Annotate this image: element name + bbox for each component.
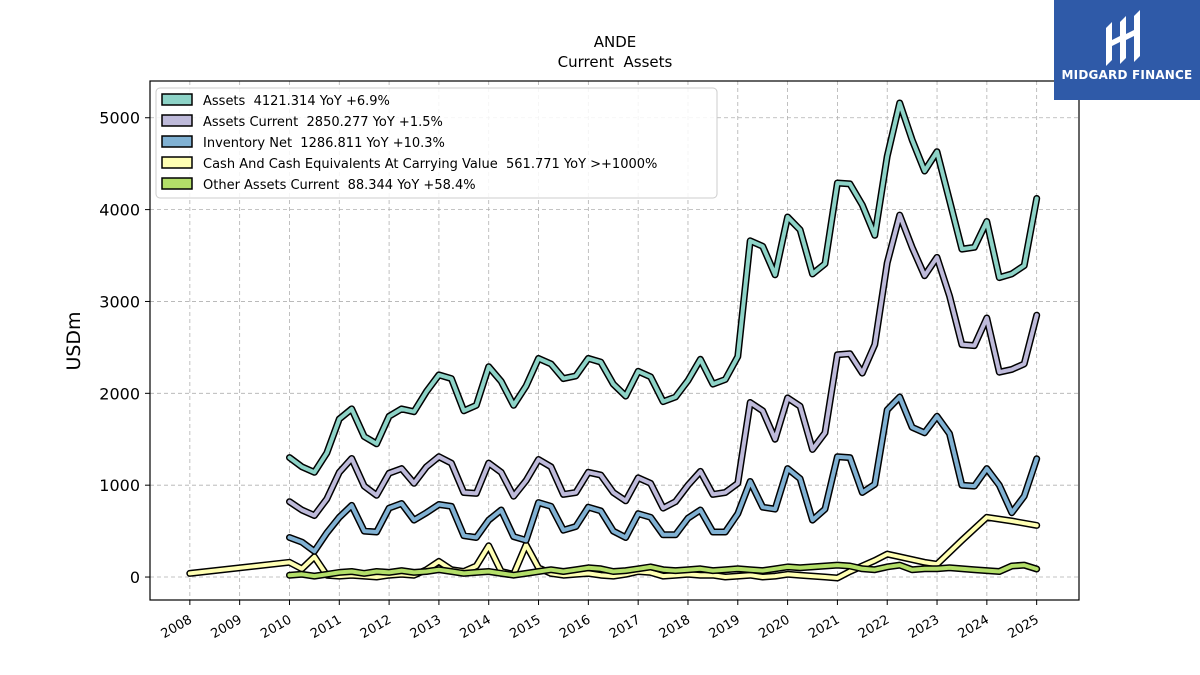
y-axis-label: USDm: [63, 311, 85, 370]
chart-subtitle: Current Assets: [558, 53, 673, 71]
y-tick-label: 3000: [99, 292, 140, 311]
chart-title: ANDE: [594, 33, 637, 51]
x-tick-label: 2011: [308, 612, 344, 642]
x-tick-label: 2009: [209, 612, 245, 642]
legend: Assets 4121.314 YoY +6.9% Assets Current …: [155, 87, 718, 199]
legend-box: [155, 87, 718, 199]
x-tick-label: 2019: [707, 612, 743, 642]
legend-swatch: [161, 156, 193, 169]
x-tick-label: 2015: [507, 612, 543, 642]
y-tick-label: 4000: [99, 201, 140, 220]
y-tick-label: 2000: [99, 384, 140, 403]
x-tick-label: 2016: [557, 612, 593, 642]
x-tick-label: 2013: [408, 612, 444, 642]
x-tick-label: 2018: [657, 612, 693, 642]
x-tick-label: 2012: [358, 612, 394, 642]
series-outline-2: [286, 393, 1041, 555]
x-tick-label: 2024: [956, 612, 992, 642]
y-axis-ticks: 0 1000 2000 3000 4000 5000: [99, 109, 150, 587]
x-tick-label: 2010: [258, 612, 294, 642]
x-tick-label: 2023: [906, 612, 942, 642]
legend-label: Assets 4121.314 YoY +6.9%: [203, 94, 390, 109]
series-line-1: [287, 213, 1039, 518]
x-tick-label: 2021: [806, 612, 842, 642]
x-tick-label: 2025: [1005, 612, 1041, 642]
legend-swatch: [161, 135, 193, 148]
legend-swatch: [161, 177, 193, 190]
series-lines: [186, 99, 1041, 582]
x-axis-ticks: 2008 2009 2010 2011 2012 2013 2014 2015 2016 2017…: [159, 600, 1042, 642]
legend-label: Inventory Net 1286.811 YoY +10.3%: [203, 136, 445, 151]
series-line-4: [287, 563, 1039, 579]
logo-mark-icon: [1106, 10, 1140, 66]
plot-frame: [149, 80, 1080, 601]
y-tick-label: 0: [130, 568, 140, 587]
x-tick-label: 2008: [159, 612, 195, 642]
legend-swatch: [161, 93, 193, 106]
legend-label: Assets Current 2850.277 YoY +1.5%: [203, 115, 443, 130]
legend-label: Cash And Cash Equivalents At Carrying Va…: [203, 157, 657, 172]
series-line-0: [287, 101, 1039, 475]
y-tick-label: 5000: [99, 109, 140, 128]
logo-text: MIDGARD FINANCE: [1061, 68, 1193, 82]
legend-swatch: [161, 114, 193, 127]
series-line-2: [287, 395, 1039, 554]
y-tick-label: 1000: [99, 476, 140, 495]
x-tick-label: 2014: [458, 612, 494, 642]
x-tick-label: 2017: [607, 612, 643, 642]
x-tick-label: 2020: [756, 612, 792, 642]
brand-logo: MIDGARD FINANCE: [1054, 0, 1200, 100]
x-tick-label: 2022: [856, 612, 892, 642]
legend-label: Other Assets Current 88.344 YoY +58.4%: [203, 178, 476, 193]
